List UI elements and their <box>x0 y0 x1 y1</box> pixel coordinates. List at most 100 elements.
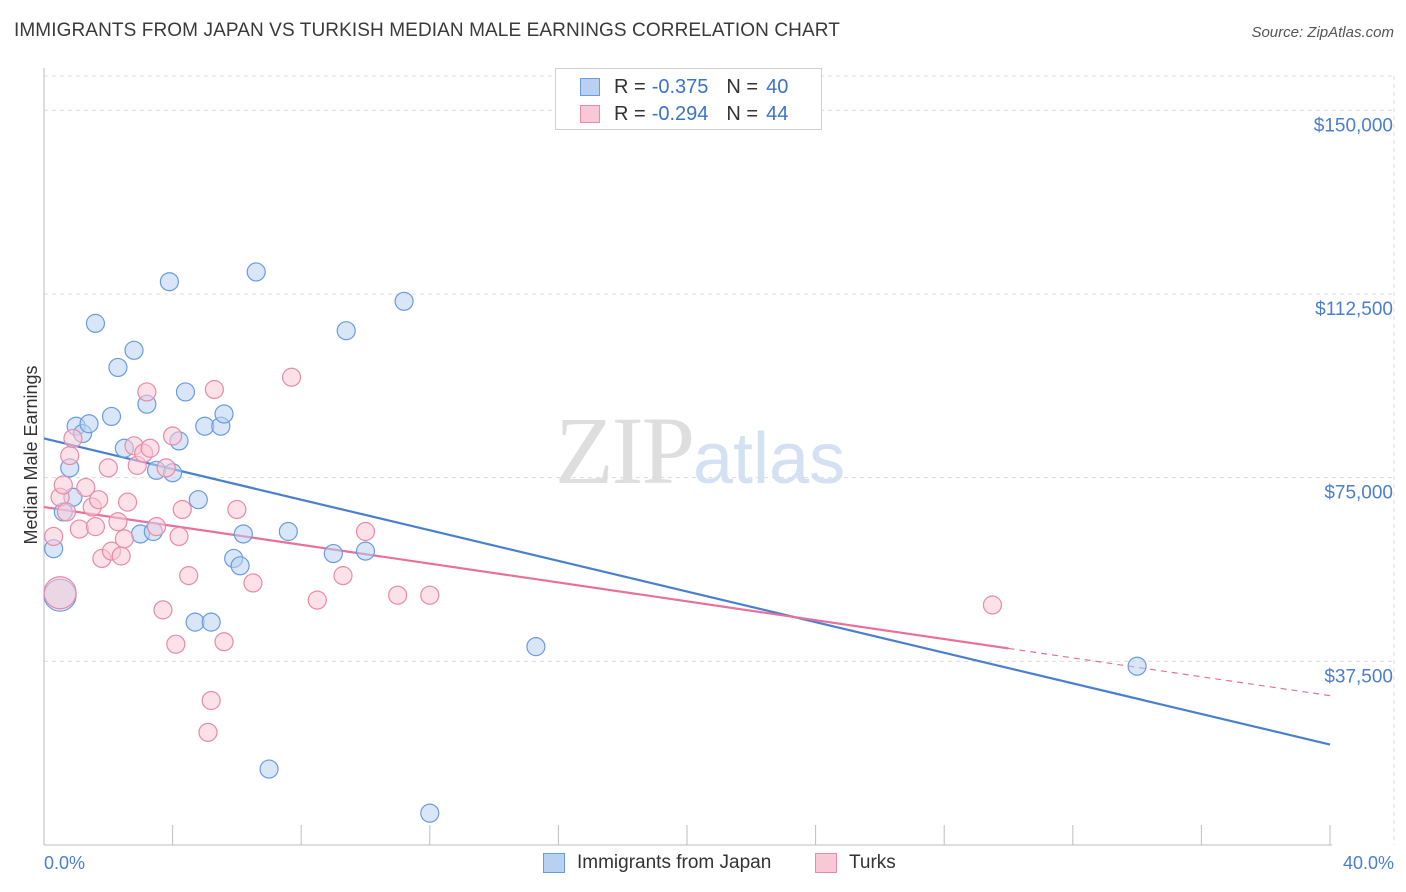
japan-point <box>420 803 440 823</box>
japan-point <box>526 637 546 657</box>
legend-r-label: R = <box>614 102 646 125</box>
turks-point <box>98 458 118 478</box>
x-tick-label: 40.0% <box>1343 853 1394 873</box>
y-tick-label: $75,000 <box>1324 483 1393 504</box>
turks-point <box>355 521 376 542</box>
japan-point <box>323 543 343 564</box>
legend-n-value: 40 <box>766 75 789 98</box>
legend-row-japan: R = -0.375 N = 40 <box>580 75 788 99</box>
japan-point <box>336 321 356 341</box>
japan-point <box>108 357 128 378</box>
legend-n-label: N = <box>726 102 759 125</box>
japan-point <box>201 612 221 632</box>
turks-point <box>198 722 218 742</box>
grid-lines <box>44 75 1395 845</box>
turks-point <box>56 502 77 522</box>
japan-point <box>85 313 106 333</box>
turks-point <box>307 590 327 610</box>
turks-trend-line-extension <box>1008 647 1331 697</box>
japan-point <box>101 406 122 427</box>
series-legend: Immigrants from Japan Turks <box>0 852 1406 878</box>
turks-point <box>281 367 302 387</box>
legend-r-label: R = <box>614 75 646 98</box>
chart-title: IMMIGRANTS FROM JAPAN VS TURKISH MEDIAN … <box>14 20 840 41</box>
y-tick-label: $150,000 <box>1314 115 1393 136</box>
turks-point <box>204 379 224 400</box>
japan-point <box>124 340 144 360</box>
y-tick-label: $37,500 <box>1324 666 1393 687</box>
turks-point <box>179 566 199 586</box>
series-swatch-japan <box>543 853 565 873</box>
turks-point <box>114 529 134 549</box>
x-tick-label: 0.0% <box>44 853 85 873</box>
turks-point <box>69 519 89 539</box>
legend-swatch-turks <box>580 105 600 123</box>
turks-point <box>146 517 167 537</box>
axes <box>43 68 1332 846</box>
turks-point <box>108 512 128 532</box>
turks-point <box>243 573 263 593</box>
turks-point <box>163 426 183 446</box>
turks-point <box>201 690 221 711</box>
series-swatch-turks <box>815 853 837 873</box>
series-label-turks: Turks <box>849 852 896 873</box>
watermark-logo: ZIPatlas <box>555 395 845 506</box>
japan-point <box>230 556 250 576</box>
turks-point <box>89 490 109 510</box>
turks-point <box>111 546 131 566</box>
turks-point <box>85 517 106 537</box>
japan-point <box>259 759 279 779</box>
legend-n-value: 44 <box>766 102 789 125</box>
legend-r-value: -0.375 <box>651 75 709 98</box>
turks-point <box>60 446 80 466</box>
turks-point <box>420 585 440 605</box>
japan-point <box>185 612 205 632</box>
watermark-atlas: atlas <box>693 419 846 499</box>
y-tick-label: $112,500 <box>1315 299 1393 320</box>
turks-point <box>53 475 73 495</box>
turks-trend-line <box>43 505 1009 650</box>
legend-row-turks: R = -0.294 N = 44 <box>580 102 788 126</box>
turks-point <box>43 576 77 610</box>
japan-point <box>394 291 414 311</box>
turks-point <box>388 585 408 605</box>
legend-swatch-japan <box>580 78 600 96</box>
turks-point <box>63 428 83 449</box>
japan-point <box>214 404 234 424</box>
turks-point <box>156 458 176 478</box>
turks-point <box>117 492 138 512</box>
japan-point <box>246 262 266 282</box>
japan-point <box>355 541 376 561</box>
turks-point <box>166 634 186 654</box>
source-credit: Source: ZipAtlas.com <box>1251 24 1394 41</box>
data-points <box>43 262 1147 823</box>
japan-point <box>159 272 179 292</box>
series-label-japan: Immigrants from Japan <box>577 852 772 873</box>
legend-n-label: N = <box>726 75 759 98</box>
legend-r-value: -0.294 <box>651 102 709 125</box>
turks-point <box>140 438 160 458</box>
trend-lines <box>43 437 1331 746</box>
turks-point <box>169 526 189 547</box>
turks-point <box>333 566 353 586</box>
series-legend-turks: Turks <box>815 852 896 874</box>
japan-point <box>278 521 298 542</box>
series-legend-japan: Immigrants from Japan <box>543 852 771 874</box>
turks-point <box>172 499 192 520</box>
japan-point <box>233 524 253 544</box>
japan-point <box>188 490 208 510</box>
japan-point <box>175 382 196 402</box>
turks-point <box>982 595 1003 615</box>
axis-labels: $37,500 $75,000 $112,500 $150,000 0.0% 40.0% M… <box>21 115 1394 873</box>
watermark-zip: ZIP <box>555 397 695 504</box>
turks-point <box>227 499 247 520</box>
turks-point <box>137 382 157 402</box>
turks-point <box>76 477 96 498</box>
turks-point <box>44 526 64 547</box>
japan-trend-line <box>43 437 1331 746</box>
y-axis-title: Median Male Earnings <box>21 365 41 544</box>
correlation-legend: R = -0.375 N = 40 R = -0.294 N = 44 <box>555 68 822 130</box>
japan-point <box>1127 656 1147 676</box>
turks-point <box>214 632 234 652</box>
